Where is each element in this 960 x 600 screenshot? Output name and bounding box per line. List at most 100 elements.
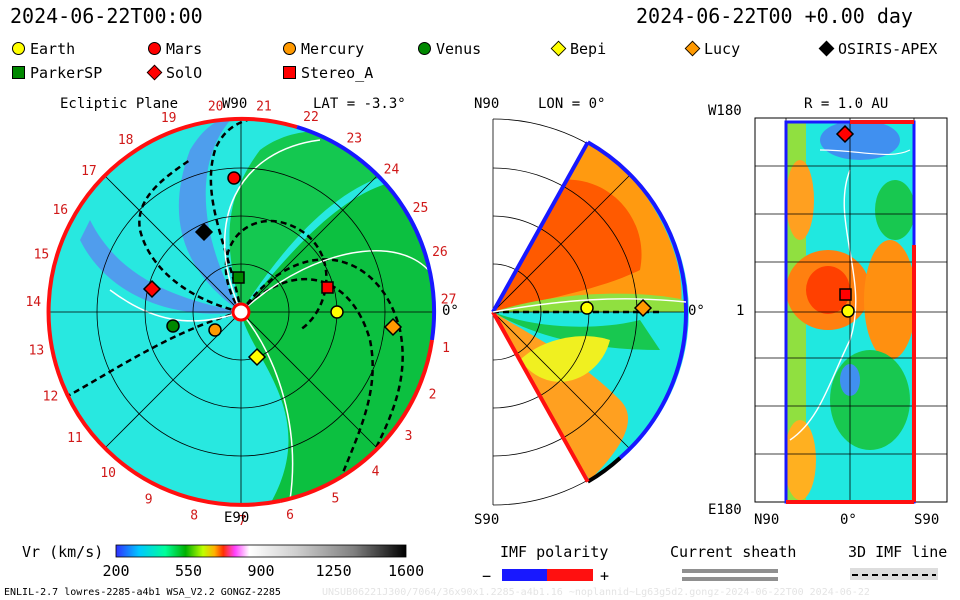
legend-label: OSIRIS-APEX	[838, 40, 938, 58]
carrington-tick-2: 2	[429, 387, 437, 402]
colorbar-tick-200: 200	[102, 562, 130, 580]
meridional-lucy-marker	[633, 298, 653, 318]
current-sheet-spiral-3	[240, 277, 374, 481]
radial-earth-marker	[841, 304, 855, 318]
circle-icon	[148, 42, 161, 55]
meridional-panel	[491, 118, 689, 506]
radial-bottom-label-s90: S90	[914, 512, 940, 528]
stereo-a-marker	[321, 281, 334, 294]
colorbar-tick-1250: 1250	[315, 562, 352, 580]
meridional-bottom-label: S90	[474, 512, 500, 528]
circle-icon	[12, 42, 25, 55]
radial-bottom-left-label: E180	[708, 502, 742, 518]
ecliptic-top-label: W90	[222, 96, 248, 112]
current-sheet-spiral-5	[59, 310, 242, 402]
carrington-tick-20: 20	[208, 100, 224, 115]
legend-label: SolO	[166, 64, 203, 82]
colorbar-tick-1600: 1600	[388, 562, 425, 580]
carrington-tick-1: 1	[442, 341, 450, 356]
lucy-marker	[383, 317, 403, 337]
legend-label: ParkerSP	[30, 64, 103, 82]
ecliptic-panel: 20 21222324252627123456789101112131415161…	[25, 99, 456, 529]
radial-panel	[754, 117, 948, 504]
legend-item-lucy: Lucy	[684, 40, 740, 58]
carrington-tick-8: 8	[190, 509, 198, 524]
carrington-tick-13: 13	[29, 343, 45, 358]
mercury-marker	[208, 323, 222, 337]
mars-marker	[227, 171, 241, 185]
legend-item-mars: Mars	[148, 40, 202, 58]
vr-colorbar	[115, 544, 407, 558]
legend-label: Venus	[436, 40, 482, 58]
osiris-apex-marker	[194, 222, 214, 242]
current-sheet-spiral-1	[209, 119, 271, 313]
ecliptic-right-label: 0°	[442, 303, 459, 319]
current-sheath-label: Current sheath	[670, 543, 797, 561]
imf-polarity-plus: +	[600, 567, 610, 585]
ecliptic-blue-arm	[178, 119, 241, 312]
legend-item-osiris-apex: OSIRIS-APEX	[818, 40, 938, 58]
ecliptic-bottom-label: E90	[224, 510, 250, 526]
imf-polarity-negative	[502, 569, 547, 581]
carrington-tick-27: 27	[441, 293, 457, 308]
carrington-tick-7: 7	[238, 514, 246, 529]
current-sheath-swatch-2	[682, 577, 778, 581]
meridional-top-label: N90	[474, 96, 500, 112]
carrington-tick-15: 15	[34, 248, 50, 263]
carrington-tick-3: 3	[405, 429, 413, 444]
model-info-text: ENLIL-2.7 lowres-2285-a4b1 WSA_V2.2 GONG…	[4, 587, 281, 598]
carrington-tick-12: 12	[43, 390, 59, 405]
carrington-tick-10: 10	[100, 466, 116, 481]
carrington-tick-14: 14	[25, 295, 41, 310]
meridional-right-label: 0°	[688, 303, 705, 319]
radial-mid-left-label: 1	[736, 303, 745, 319]
radial-stereo-a-marker	[839, 288, 852, 301]
carrington-tick-4: 4	[372, 465, 380, 480]
current-sheet-spiral-4	[138, 158, 242, 314]
parkersp-marker	[232, 271, 245, 284]
ecliptic-blue-arm-2	[80, 220, 241, 314]
current-sheet-spiral-2	[239, 258, 404, 461]
circle-icon	[283, 42, 296, 55]
legend-item-solo: SolO	[146, 64, 203, 82]
carrington-tick-25: 25	[413, 201, 429, 216]
solo-marker	[142, 279, 162, 299]
legend-item-stereo-a: Stereo_A	[283, 64, 373, 82]
header-time-left: 2024-06-22T00:00	[10, 4, 203, 28]
radial-title: R = 1.0 AU	[804, 96, 889, 112]
ecliptic-boundary-blue	[296, 125, 437, 341]
carrington-tick-24: 24	[384, 162, 400, 177]
carrington-tick-23: 23	[346, 132, 362, 147]
radial-bottom-label-n90: N90	[754, 512, 780, 528]
colorbar-tick-900: 900	[247, 562, 275, 580]
carrington-tick-labels: 20 21222324252627123456789101112131415161…	[25, 99, 456, 529]
carrington-tick-22: 22	[303, 110, 319, 125]
square-icon	[12, 66, 25, 79]
legend-label: Mars	[166, 40, 203, 58]
legend-label: Mercury	[301, 40, 365, 58]
earth-marker	[330, 305, 344, 319]
meridional-south-lobe	[493, 312, 629, 480]
ecliptic-slow-wind-inner	[229, 131, 420, 312]
radial-solo-marker	[835, 124, 855, 144]
carrington-tick-21: 21	[256, 99, 272, 114]
venus-marker	[166, 319, 180, 333]
ecliptic-title: Ecliptic Plane	[60, 96, 179, 112]
legend-item-mercury: Mercury	[283, 40, 364, 58]
carrington-tick-9: 9	[145, 492, 153, 507]
bepi-marker	[247, 347, 267, 367]
carrington-tick-19: 19	[161, 111, 177, 126]
header-time-right: 2024-06-22T00 +0.00 day	[636, 4, 913, 28]
meridional-earth-marker	[580, 301, 594, 315]
carrington-tick-11: 11	[67, 431, 83, 446]
ecliptic-lat-label: LAT = -3.3°	[313, 96, 406, 112]
meridional-north-core	[493, 179, 642, 312]
imf-polarity-label: IMF polarity	[500, 543, 609, 561]
carrington-tick-18: 18	[118, 133, 134, 148]
carrington-tick-6: 6	[286, 508, 294, 523]
imf-polarity-minus: −	[482, 567, 492, 585]
legend-item-earth: Earth	[12, 40, 75, 58]
legend-label: Bepi	[570, 40, 607, 58]
legend-item-bepi: Bepi	[550, 40, 607, 58]
